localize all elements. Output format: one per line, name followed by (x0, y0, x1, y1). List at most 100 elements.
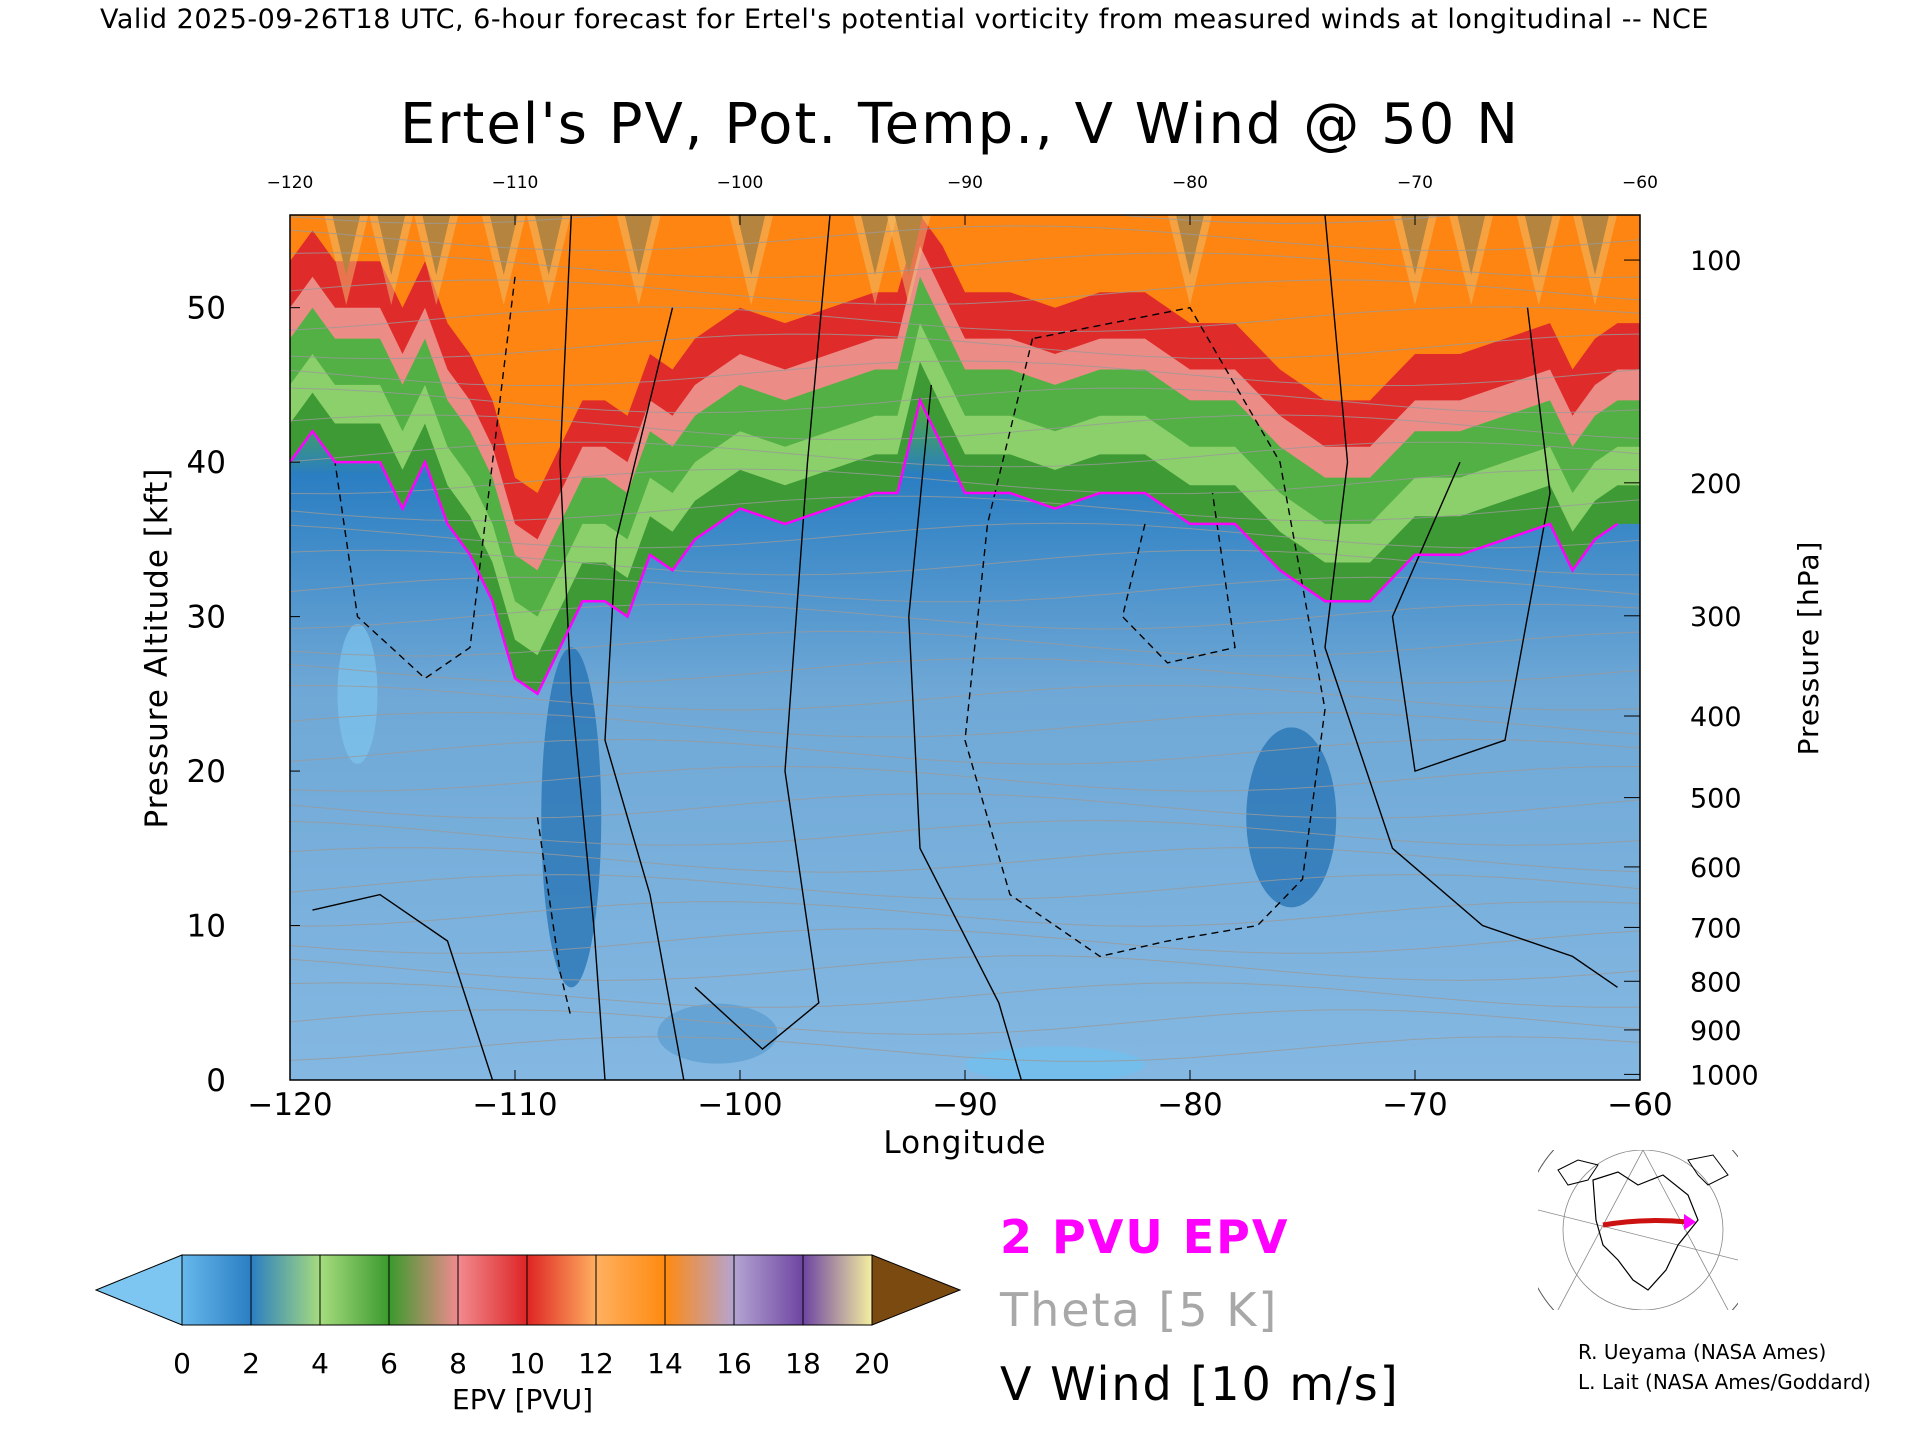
y-tick-label: 40 (187, 445, 226, 481)
wind-contour (1391, 307, 1551, 773)
colorbar-tick-label: 14 (647, 1347, 683, 1380)
colorbar-segment (527, 1255, 597, 1325)
legend-2pvu: 2 PVU EPV (1000, 1210, 1290, 1264)
pv-spike-halo (729, 215, 774, 305)
pv-spike-halo (481, 215, 526, 305)
pv-spike-halo (616, 215, 661, 305)
pv-spike-halo (1516, 215, 1561, 305)
theta-contour (290, 1009, 1640, 1035)
colorbar-segment (734, 1255, 804, 1325)
colorbar-tick-label: 16 (716, 1347, 752, 1380)
x-tick-label: −90 (932, 1087, 997, 1123)
legend-v-wind: V Wind [10 m/s] (1000, 1357, 1400, 1411)
pressure-axis-ticks: 100 200 300 400 500 600 700 800 900 1000 (1624, 246, 1759, 1091)
y-tick-label: 50 (187, 291, 226, 327)
theta-contour (290, 738, 1640, 765)
colorbar-high-arrow (871, 1254, 962, 1326)
theta-contour (290, 711, 1640, 738)
wind-contour (536, 817, 572, 1019)
theta-contour (290, 955, 1640, 981)
top-tick-label: −100 (717, 173, 764, 193)
theta-contour (290, 982, 1640, 1008)
top-tick-label: −80 (1172, 173, 1208, 193)
top-tick-label: −60 (1622, 173, 1658, 193)
y-axis-ticks: 0 10 20 30 40 50 (187, 291, 300, 1099)
pv-spike-halo (1168, 215, 1212, 305)
theta-contour (290, 793, 1640, 819)
y-tick-label: 20 (187, 754, 226, 790)
pressure-axis-label: Pressure [hPa] (1792, 541, 1825, 756)
colorbar-tick-label: 18 (785, 1347, 821, 1380)
pv-spike-halo (1449, 215, 1494, 305)
pressure-tick-label: 600 (1690, 853, 1742, 884)
pressure-tick-label: 200 (1690, 469, 1742, 500)
colorbar-segment (389, 1255, 459, 1325)
top-tick-label: −110 (492, 173, 539, 193)
x-axis-ticks: −120 −110 −100 −90 −80 −70 −60 (247, 1070, 1673, 1123)
x-tick-label: −70 (1382, 1087, 1447, 1123)
theta-contour (290, 225, 1640, 252)
colorbar-segment (458, 1255, 528, 1325)
legend-theta: Theta [5 K] (1000, 1283, 1279, 1337)
theta-contour (290, 819, 1640, 846)
theta-contour (290, 576, 1640, 603)
theta-contour (290, 360, 1640, 387)
tropopause-2pvu-line (290, 396, 1619, 696)
wind-contour (964, 306, 1326, 958)
theta-contour (290, 522, 1640, 549)
chart-title: Ertel's PV, Pot. Temp., V Wind @ 50 N (399, 92, 1521, 157)
theta-contour (290, 874, 1640, 900)
x-tick-label: −110 (472, 1087, 557, 1123)
credits: R. Ueyama (NASA Ames) L. Lait (NASA Ames… (1578, 1337, 1871, 1397)
colorbar-segment (251, 1255, 321, 1325)
theta-contour (290, 441, 1640, 468)
colorbar-segment (320, 1255, 390, 1325)
pv-spike-halo (853, 215, 897, 305)
pressure-tick-label: 500 (1690, 784, 1742, 815)
pressure-tick-label: 100 (1690, 246, 1742, 277)
colorbar-segment (596, 1255, 666, 1325)
colorbar-segment (665, 1255, 735, 1325)
x-tick-label: −120 (247, 1087, 332, 1123)
theta-contour (290, 847, 1640, 873)
pressure-tick-label: 700 (1690, 913, 1742, 944)
colorbar-segment (803, 1255, 873, 1325)
stratosphere-band (290, 215, 1640, 694)
theta-contour (290, 387, 1640, 414)
pv-spike-halo (1393, 215, 1437, 305)
wind-contour (908, 384, 1022, 1080)
y-tick-label: 10 (187, 909, 226, 945)
colorbar-tick-label: 4 (311, 1347, 329, 1380)
pv-spike-halo (886, 215, 931, 305)
colorbar-tick-label: 8 (449, 1347, 467, 1380)
pv-spike-halo (526, 215, 571, 305)
header-line: Valid 2025-09-26T18 UTC, 6-hour forecast… (100, 4, 1709, 35)
pv-spike-halo (1573, 215, 1617, 305)
y-tick-label: 30 (187, 600, 226, 636)
pv-blob (965, 1046, 1145, 1080)
theta-contour (290, 901, 1640, 927)
theta-contour (290, 630, 1640, 657)
theta-contour (290, 928, 1640, 954)
theta-contour (290, 414, 1640, 441)
x-tick-label: −100 (697, 1087, 782, 1123)
pressure-tick-label: 800 (1690, 967, 1742, 998)
colorbar-label: EPV [PVU] (452, 1383, 594, 1416)
theta-contour (290, 603, 1640, 630)
wind-contour (604, 307, 685, 1080)
top-tick-label: −70 (1397, 173, 1433, 193)
locator-map (1538, 1150, 1738, 1310)
colorbar-tick-label: 10 (509, 1347, 545, 1380)
top-tick-label: −90 (947, 173, 983, 193)
x-tick-label: −60 (1607, 1087, 1672, 1123)
pv-blob (657, 1003, 778, 1064)
top-tick-label: −120 (267, 173, 314, 193)
wind-contour (1324, 215, 1618, 988)
theta-contour (290, 468, 1640, 495)
x-tick-label: −80 (1157, 1087, 1222, 1123)
wind-contour (559, 215, 606, 1080)
colorbar-tick-label: 0 (173, 1347, 191, 1380)
pressure-tick-label: 900 (1690, 1016, 1742, 1047)
pv-blob (1246, 727, 1337, 908)
